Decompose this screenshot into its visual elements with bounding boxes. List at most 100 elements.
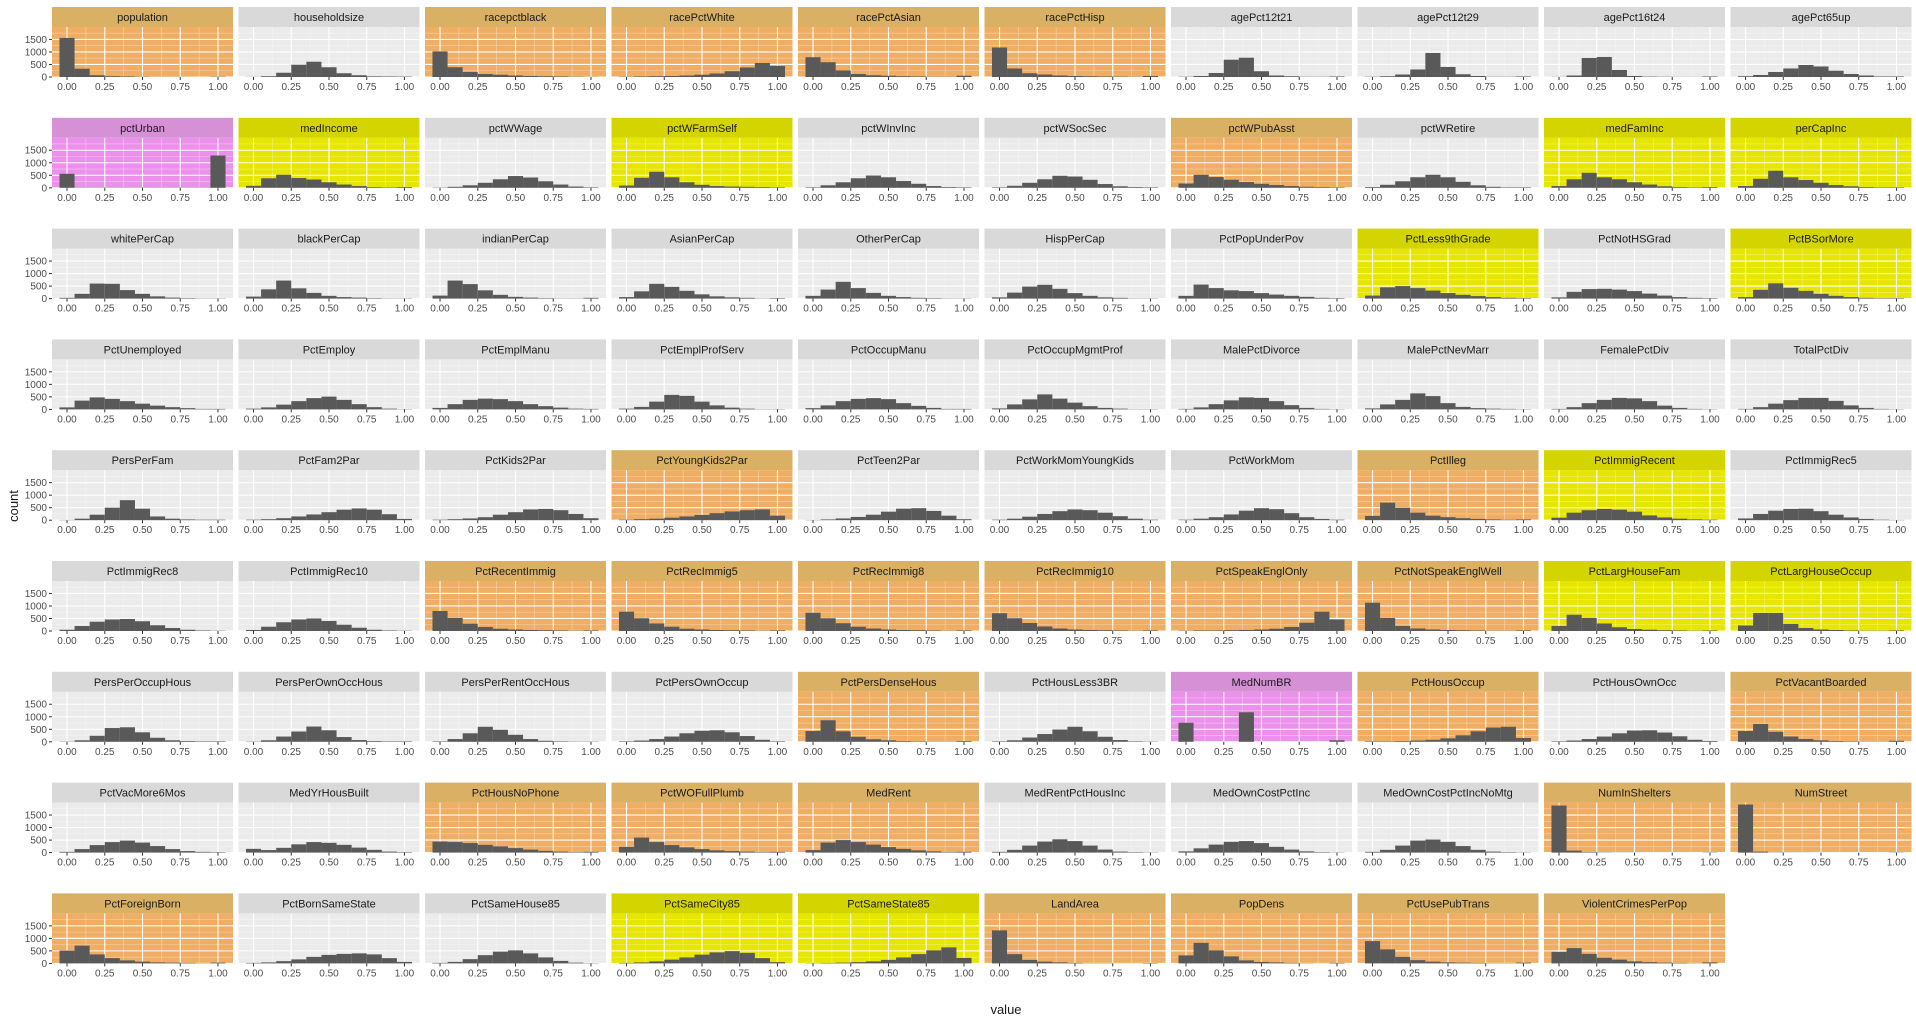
histogram-bar [1178,955,1194,964]
x-tick-label: 1.00 [954,968,974,979]
histogram-bar [1253,397,1270,410]
histogram-bar [351,508,367,521]
histogram-bar [1127,741,1143,742]
y-tick-label: 1000 [25,491,48,502]
y-tick-label: 0 [41,294,47,305]
histogram-bar [1485,519,1501,521]
facet-title: MedRent [866,788,911,800]
histogram-bar [583,408,599,410]
histogram-bar [462,959,478,964]
histogram-bar [1737,625,1754,631]
histogram-bar [1142,187,1159,188]
histogram-bar [1284,626,1300,631]
x-tick-label: 1.00 [1327,636,1347,647]
histogram-bar [1112,516,1128,521]
facet-title: PctEmplManu [481,344,549,356]
histogram-bar [820,185,836,188]
histogram-bar [880,629,897,631]
histogram-bar [1470,518,1486,521]
facet-strip [1171,893,1352,914]
histogram-bar [1783,287,1799,299]
histogram-bar [1052,75,1068,77]
facet-strip [984,117,1166,138]
histogram-bar [1067,841,1083,853]
x-tick-label: 0.00 [1176,747,1196,758]
x-tick-label: 0.50 [133,858,153,869]
histogram-bar [1581,403,1597,410]
x-tick-label: 0.75 [1290,968,1310,979]
y-tick-label: 1500 [25,257,48,268]
x-tick-label: 0.75 [544,193,564,204]
histogram-bar [1843,186,1859,188]
histogram-bar [1470,731,1486,742]
histogram-bar [210,155,226,188]
histogram-bar [119,727,135,742]
histogram-bar [896,629,912,631]
histogram-bar [769,65,786,77]
histogram-bar [1626,961,1643,964]
x-tick-label: 0.25 [1028,968,1048,979]
facet-title: PctRecImmig5 [666,566,738,578]
histogram-bar [1253,843,1270,853]
histogram-bar [447,404,463,410]
histogram-bar [523,953,539,964]
x-tick-label: 0.50 [319,968,339,979]
x-tick-label: 1.00 [581,968,601,979]
histogram-bar [805,731,821,742]
facet-title: PctBSorMore [1788,234,1853,246]
histogram-bar [769,851,786,853]
histogram-bar [1768,403,1784,410]
x-tick-label: 0.50 [133,747,153,758]
histogram-bar [462,623,478,631]
x-tick-label: 1.00 [1327,82,1347,93]
x-tick-label: 1.00 [1887,525,1907,536]
histogram-bar [1485,186,1501,188]
histogram-bar [1395,741,1411,742]
histogram-bar [1768,283,1784,299]
histogram-bar [134,508,151,521]
histogram-bar [1566,75,1582,77]
histogram-bar [634,76,650,77]
x-tick-label: 0.25 [468,525,488,536]
histogram-bar [89,75,105,77]
x-tick-label: 1.00 [954,304,974,315]
x-tick-label: 0.50 [506,304,526,315]
facet-title: PctImmigRec8 [107,566,179,578]
x-tick-label: 0.50 [1438,82,1458,93]
histogram-bar [1858,407,1874,410]
histogram-bar [1097,407,1113,410]
x-tick-label: 0.75 [730,82,750,93]
histogram-bar [1022,399,1038,410]
x-tick-label: 0.25 [282,747,302,758]
histogram-bar [1828,185,1844,188]
histogram-bar [634,837,650,853]
histogram-bar [507,512,524,521]
x-tick-label: 0.75 [1476,636,1496,647]
histogram-bar [1642,401,1658,410]
histogram-bar [865,739,881,742]
histogram-bar [261,76,277,77]
histogram-bar [261,740,277,742]
histogram-bar [59,950,75,964]
histogram-bar [1193,942,1209,964]
facet-title: PctNotHSGrad [1598,234,1671,246]
x-tick-label: 0.00 [1549,858,1569,869]
x-tick-label: 0.75 [544,968,564,979]
histogram-bar [991,930,1008,964]
histogram-bar [679,395,695,410]
facet-title: PctPopUnderPov [1219,234,1304,246]
histogram-bar [664,286,680,299]
histogram-bar [820,519,836,521]
histogram-bar [336,953,352,964]
histogram-bar [1223,841,1239,853]
histogram-bar [291,64,307,77]
x-tick-label: 0.25 [1587,193,1607,204]
